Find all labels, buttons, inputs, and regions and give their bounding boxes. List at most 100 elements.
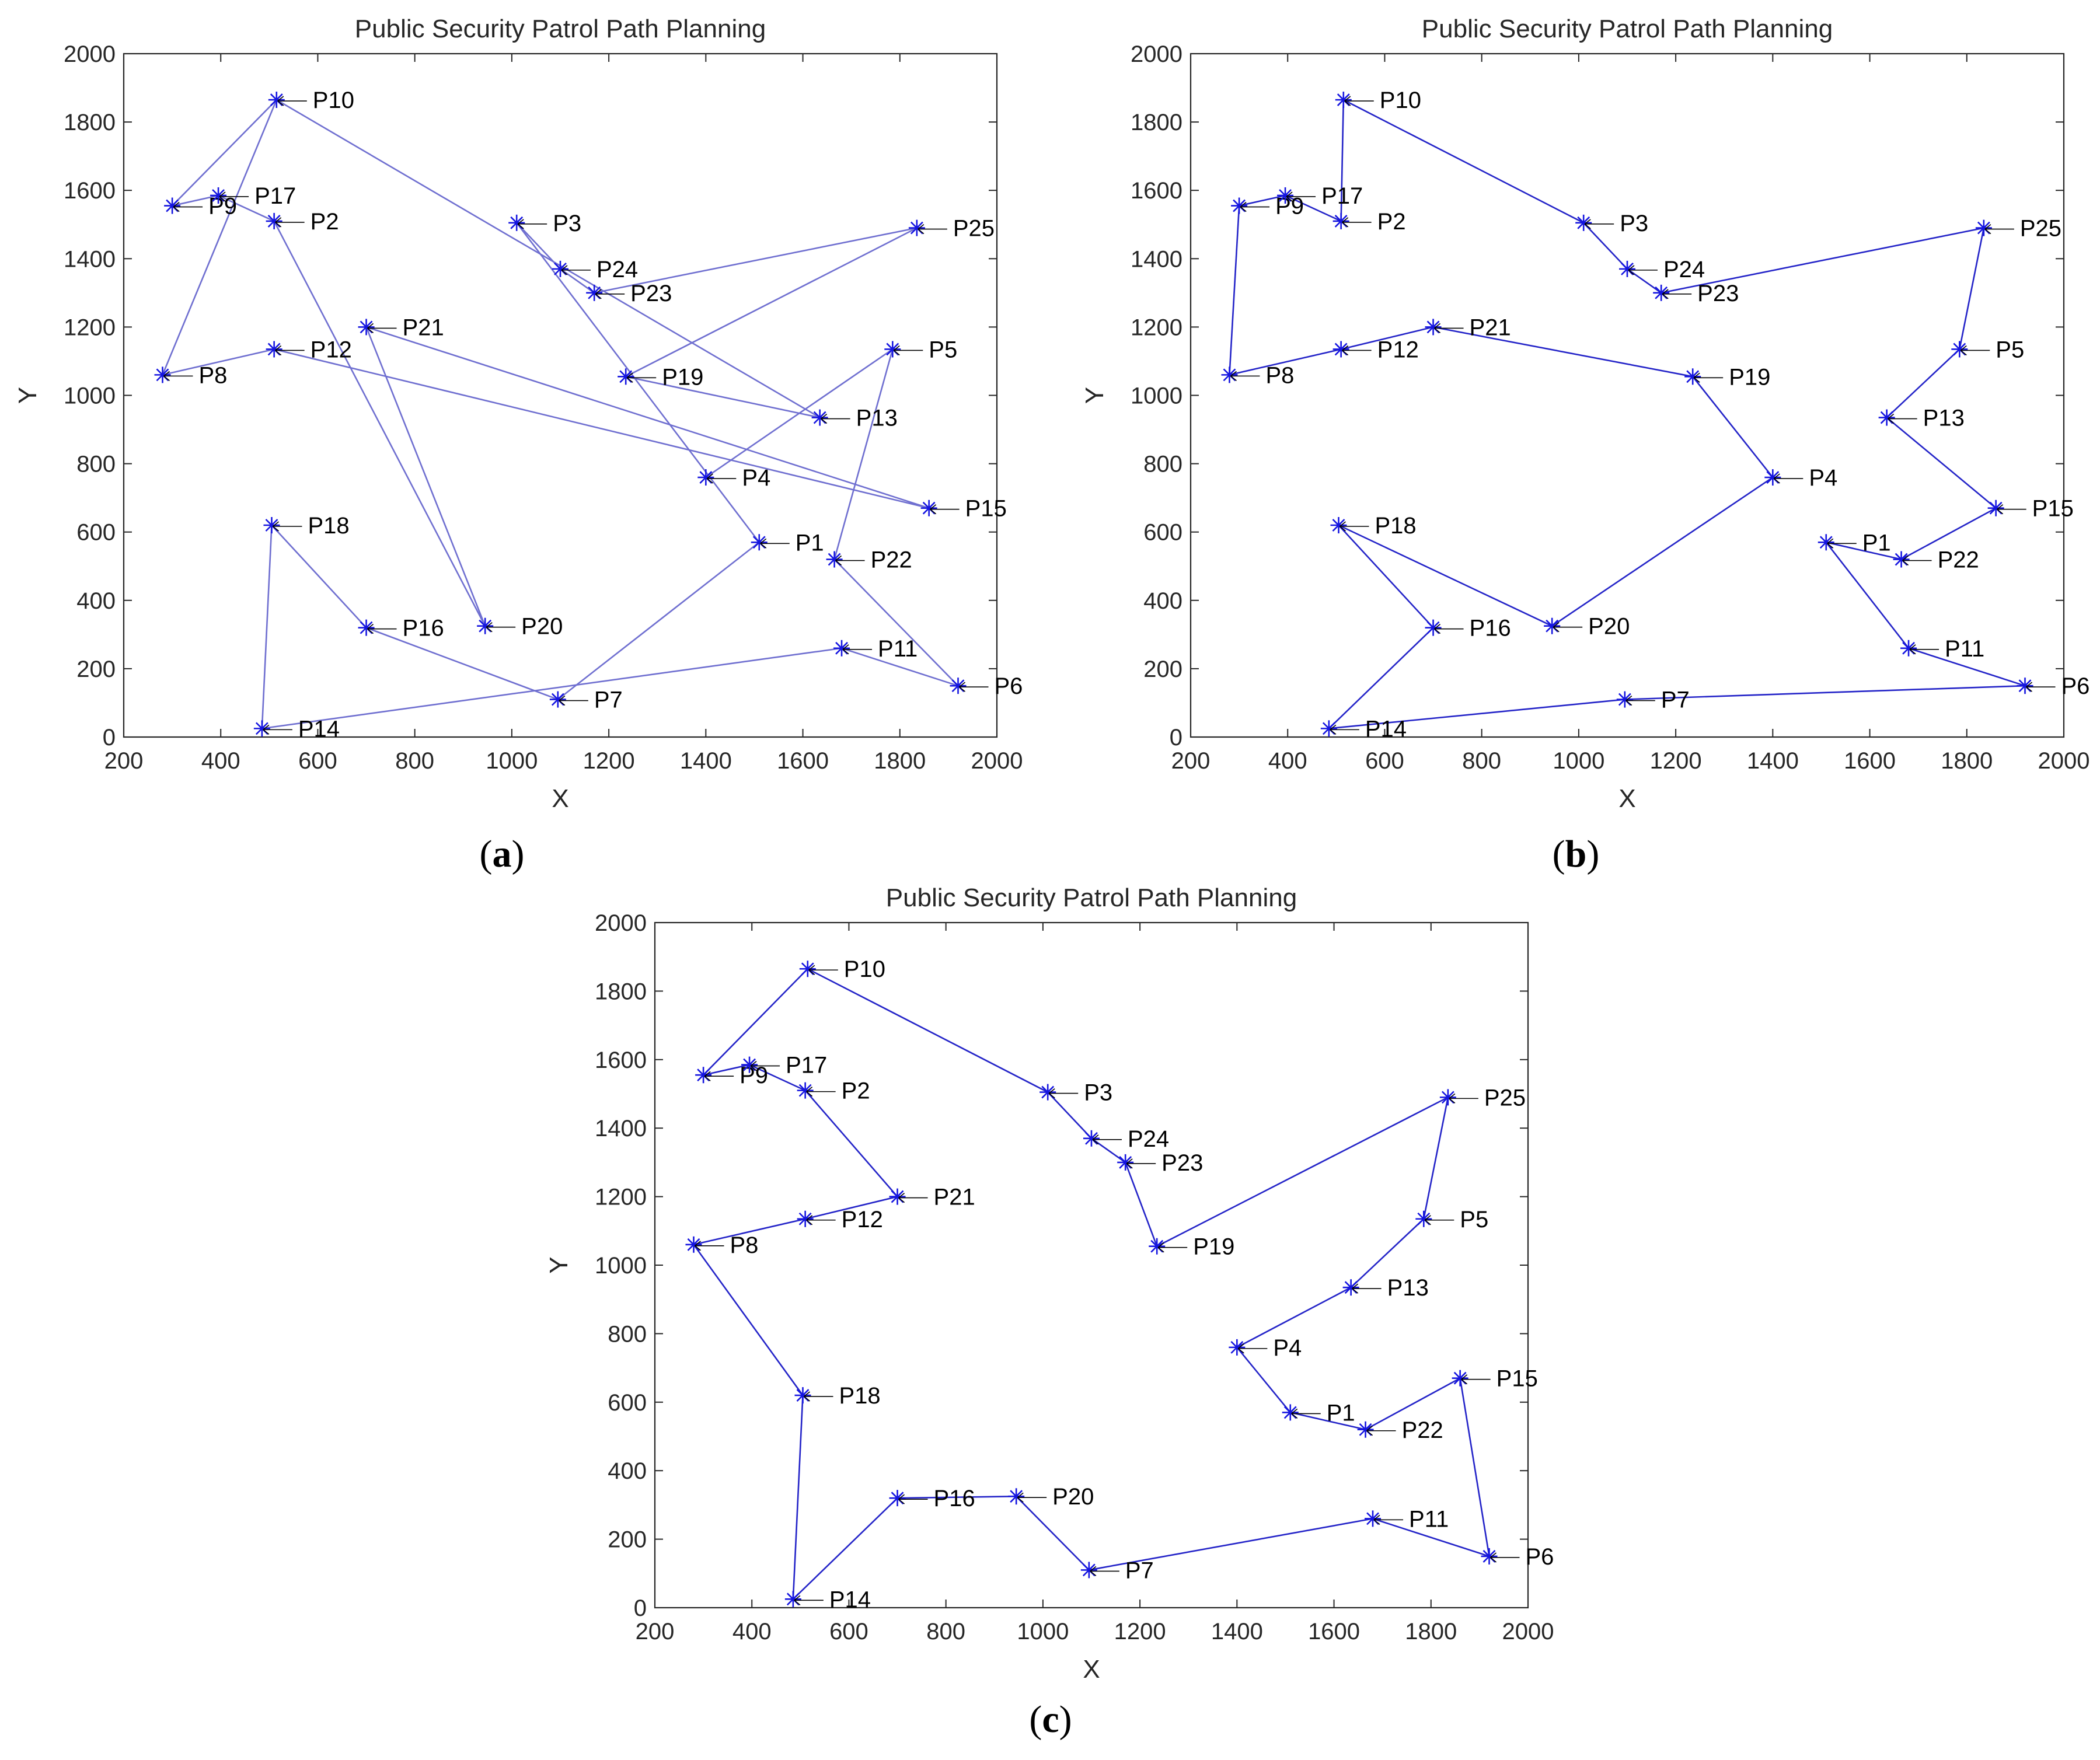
- point-marker: [1987, 500, 2004, 516]
- route-segment: [516, 222, 760, 543]
- label-arrow: [1330, 724, 1337, 730]
- marker-stroke: [1902, 641, 1915, 655]
- point-label: P17: [1321, 183, 1363, 209]
- marker-stroke: [922, 501, 936, 515]
- point-marker: [1425, 319, 1442, 336]
- label-arrow: [1424, 1220, 1431, 1225]
- x-axis-label: X: [1083, 1655, 1100, 1684]
- label-arrow: [163, 371, 170, 376]
- marker-stroke: [1082, 1563, 1096, 1577]
- label-arrow: [1490, 1557, 1497, 1563]
- route-segment: [1338, 524, 1553, 627]
- marker-stroke: [891, 1190, 904, 1203]
- point-label: P10: [844, 956, 885, 982]
- label-arrow: [559, 700, 566, 706]
- marker-stroke: [1655, 286, 1668, 299]
- label-arrow: [1997, 504, 2004, 510]
- label-arrow: [1342, 350, 1349, 356]
- y-tick-label: 1400: [64, 246, 116, 272]
- point-label: P25: [953, 216, 995, 242]
- label-arrow: [835, 555, 842, 561]
- x-tick-label: 1400: [1211, 1619, 1263, 1644]
- route-segment: [594, 227, 918, 294]
- y-tick-label: 200: [76, 656, 116, 682]
- label-arrow: [595, 289, 602, 295]
- label-arrow: [1984, 228, 1991, 235]
- y-tick-label: 0: [103, 725, 116, 750]
- label-arrow: [694, 1241, 701, 1246]
- label-arrow: [1553, 627, 1560, 633]
- label-arrow: [1434, 323, 1441, 329]
- point-label: P15: [1496, 1366, 1538, 1392]
- point-marker: [1452, 1370, 1468, 1387]
- point-label: P25: [2020, 216, 2061, 242]
- route-segment: [703, 968, 808, 1076]
- marker-stroke: [1279, 189, 1292, 202]
- label-arrow: [704, 1075, 711, 1081]
- marker-stroke: [156, 368, 169, 382]
- label-arrow: [263, 724, 270, 730]
- point-label: P5: [1460, 1207, 1488, 1232]
- route-segment: [1285, 194, 1342, 222]
- label-arrow: [1291, 1408, 1298, 1415]
- point-label: P10: [313, 88, 354, 113]
- point-label: P2: [1377, 209, 1406, 235]
- point-label: P16: [403, 616, 444, 641]
- label-arrow: [1157, 1247, 1164, 1253]
- route-segment: [1886, 417, 1997, 509]
- point-marker: [1481, 1548, 1498, 1565]
- marker-stroke: [1686, 370, 1700, 383]
- point-marker: [268, 92, 285, 109]
- label-arrow: [272, 526, 279, 532]
- marker-stroke: [752, 536, 766, 549]
- point-marker: [1332, 341, 1349, 358]
- caption-paren-close: ): [512, 833, 525, 875]
- marker-stroke: [813, 411, 826, 424]
- point-marker: [164, 197, 181, 214]
- label-arrow: [1827, 543, 1834, 549]
- y-axis-label: Y: [13, 387, 42, 404]
- label-arrow: [893, 350, 900, 356]
- axes-box: [654, 921, 1529, 1609]
- route-segment: [1627, 268, 1662, 294]
- label-arrow: [1090, 1566, 1097, 1572]
- label-arrow: [219, 191, 226, 197]
- point-label: P21: [1470, 315, 1511, 340]
- label-arrow: [706, 473, 713, 479]
- label-arrow: [163, 375, 170, 381]
- label-arrow: [486, 622, 493, 628]
- point-label: P21: [403, 315, 444, 340]
- x-tick-label: 1400: [1747, 748, 1799, 774]
- label-arrow: [1339, 526, 1346, 532]
- route-segment: [833, 349, 894, 560]
- marker-stroke: [786, 1593, 800, 1606]
- point-marker: [889, 1188, 906, 1205]
- point-label: P14: [1365, 716, 1407, 742]
- label-arrow: [1366, 1430, 1373, 1436]
- marker-stroke: [891, 1492, 904, 1505]
- route-segment: [366, 627, 559, 700]
- label-arrow: [2026, 686, 2033, 692]
- point-marker: [1365, 1510, 1382, 1527]
- label-arrow: [959, 682, 966, 687]
- point-label: P6: [995, 673, 1023, 699]
- point-label: P5: [929, 337, 957, 362]
- marker-stroke: [360, 320, 373, 334]
- marker-stroke: [910, 221, 923, 235]
- label-arrow: [750, 1060, 757, 1067]
- point-label: P12: [311, 337, 352, 362]
- y-tick-label: 400: [1143, 588, 1182, 614]
- point-label: P16: [934, 1486, 975, 1511]
- marker-stroke: [1366, 1512, 1379, 1525]
- point-marker: [1975, 219, 1992, 236]
- point-label: P13: [856, 406, 898, 431]
- x-tick-label: 400: [201, 748, 240, 774]
- marker-stroke: [551, 693, 564, 706]
- y-tick-label: 0: [1170, 725, 1182, 750]
- marker-stroke: [1233, 199, 1246, 212]
- point-marker: [751, 534, 768, 551]
- point-marker: [1330, 516, 1347, 533]
- y-tick-label: 2000: [1131, 41, 1182, 67]
- label-arrow: [930, 504, 937, 510]
- x-tick-label: 1200: [583, 748, 635, 774]
